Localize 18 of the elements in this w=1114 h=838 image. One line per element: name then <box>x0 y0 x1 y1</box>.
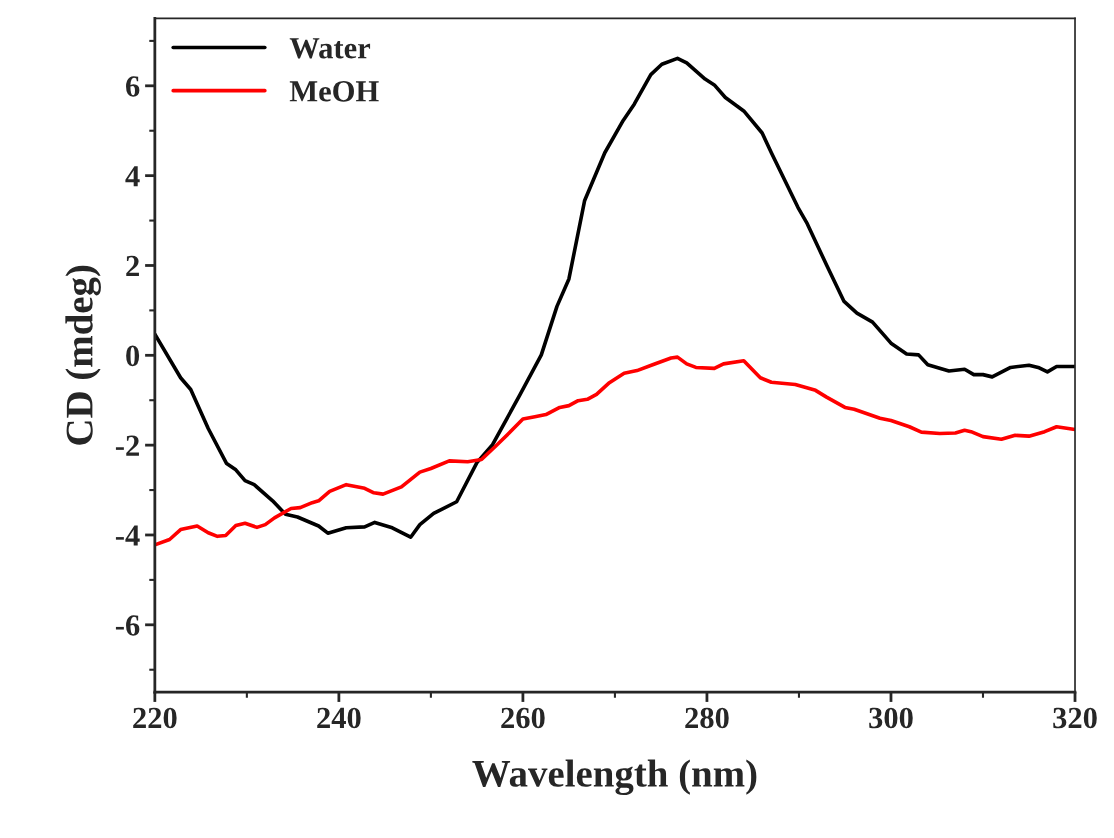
y-tick-label: 6 <box>126 76 140 97</box>
y-tick-label: 4 <box>125 166 140 187</box>
y-tick-label: -6 <box>115 615 140 636</box>
line-series <box>154 355 1076 547</box>
y-tick-label: -4 <box>115 525 140 546</box>
legend-label: MeOH <box>289 81 379 102</box>
y-tick-label: 0 <box>126 345 140 367</box>
x-tick-label: 260 <box>501 707 545 729</box>
x-tick-label: 220 <box>133 707 177 729</box>
x-tick-label: 240 <box>317 707 361 729</box>
y-tick-label: 2 <box>126 255 139 277</box>
x-axis-title: Wavelength (nm) <box>472 759 757 796</box>
x-tick-label: 320 <box>1053 707 1097 729</box>
x-tick-label: 300 <box>869 707 913 729</box>
x-tick-label: 280 <box>685 707 729 729</box>
legend-label: Water <box>289 38 371 59</box>
y-axis-title: CD (mdeg) <box>65 265 101 445</box>
y-tick-label: -2 <box>115 435 139 456</box>
